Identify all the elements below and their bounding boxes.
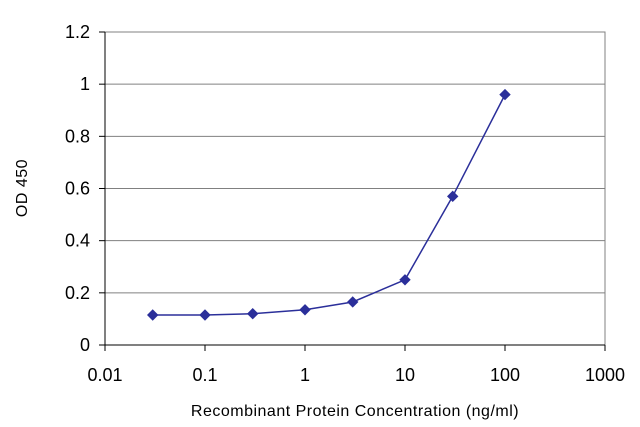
- x-tick-label-1: 0.1: [192, 365, 217, 385]
- x-tick-label-2: 1: [300, 365, 310, 385]
- y-tick-label-2: 0.4: [65, 231, 90, 251]
- y-tick-label-5: 1: [80, 74, 90, 94]
- y-tick-label-0: 0: [80, 335, 90, 355]
- y-tick-label-6: 1.2: [65, 22, 90, 42]
- y-tick-label-1: 0.2: [65, 283, 90, 303]
- x-axis-title: Recombinant Protein Concentration (ng/ml…: [191, 403, 519, 420]
- x-tick-label-3: 10: [395, 365, 415, 385]
- data-point-4: [347, 296, 359, 308]
- x-tick-label-4: 100: [490, 365, 520, 385]
- x-tick-label-0: 0.01: [87, 365, 122, 385]
- y-tick-label-4: 0.8: [65, 126, 90, 146]
- x-tick-label-5: 1000: [585, 365, 625, 385]
- y-axis-title: OD 450: [14, 159, 31, 217]
- data-point-5: [399, 274, 411, 286]
- data-point-3: [299, 304, 311, 316]
- series-line-0: [152, 94, 506, 316]
- data-point-7: [499, 88, 511, 101]
- tick-labels: 0 0.2 0.4 0.6 0.8 1 1.2 0.01 0.1 1 10 100 1000: [65, 22, 625, 385]
- y-tick-label-3: 0.6: [65, 179, 90, 199]
- grid-lines: [105, 31, 605, 294]
- data-point-6: [447, 190, 459, 203]
- series: [147, 88, 511, 321]
- data-point-1: [199, 309, 211, 321]
- data-point-2: [247, 307, 259, 320]
- axes: [99, 31, 606, 351]
- data-point-0: [147, 309, 159, 321]
